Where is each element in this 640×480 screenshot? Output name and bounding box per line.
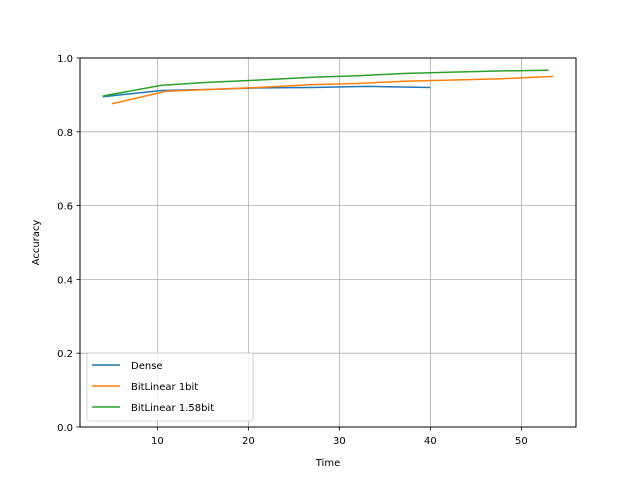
y-tick-label: 0.4 — [57, 275, 73, 286]
legend-entry: BitLinear 1bit — [131, 382, 198, 393]
y-tick-label: 0.8 — [57, 128, 73, 139]
y-tick-label: 0.6 — [57, 202, 73, 213]
legend: Dense BitLinear 1bit BitLinear 1.58bit — [86, 352, 254, 422]
legend-box — [86, 352, 254, 422]
x-axis-ticks: 10 20 30 40 50 — [151, 427, 528, 447]
x-tick-label: 40 — [424, 436, 437, 447]
data-lines — [102, 69, 554, 105]
legend-entry: Dense — [131, 361, 163, 372]
y-tick-label: 1.0 — [57, 54, 73, 65]
series-line-bitlinear-1-58bit — [102, 69, 549, 97]
y-tick-label: 0.0 — [57, 423, 73, 434]
x-tick-label: 30 — [333, 436, 346, 447]
x-axis-label: Time — [315, 458, 340, 469]
x-tick-label: 20 — [242, 436, 255, 447]
y-tick-label: 0.2 — [57, 349, 73, 360]
x-tick-label: 50 — [515, 436, 528, 447]
y-axis-ticks: 0.0 0.2 0.4 0.6 0.8 1.0 — [57, 54, 80, 434]
y-axis-label: Accuracy — [31, 220, 42, 266]
legend-entry: BitLinear 1.58bit — [131, 403, 214, 414]
x-tick-label: 10 — [151, 436, 164, 447]
plot-frame — [79, 57, 577, 428]
series-line-bitlinear-1bit — [111, 75, 554, 105]
